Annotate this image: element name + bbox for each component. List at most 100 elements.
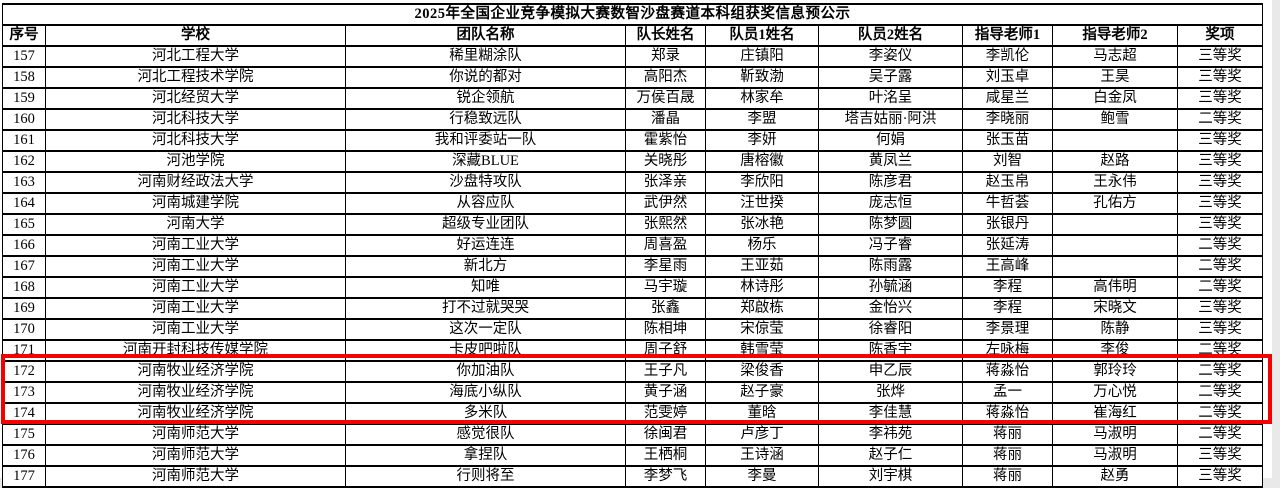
table-cell: 徐睿阳 xyxy=(818,318,963,341)
table-cell: 黄凤兰 xyxy=(818,150,963,173)
table-cell: 刘宇棋 xyxy=(818,465,963,488)
table-cell: 二等奖 xyxy=(1176,234,1264,257)
table-cell: 陈雨露 xyxy=(818,255,963,278)
table-cell: 孟一 xyxy=(962,381,1053,404)
table-cell: 锐企领航 xyxy=(345,87,626,110)
table-cell: 李梦飞 xyxy=(625,465,706,488)
table-cell: 157 xyxy=(2,45,46,68)
table-cell: 王栖桐 xyxy=(625,444,706,467)
table-cell: 塔吉姑丽·阿洪 xyxy=(818,108,963,131)
table-cell: 董晗 xyxy=(705,402,819,425)
title-row: 2025年全国企业竞争模拟大赛数智沙盘赛道本科组获奖信息预公示 xyxy=(1,3,1264,26)
table-cell: 173 xyxy=(2,381,46,404)
table-cell: 白金凤 xyxy=(1052,87,1178,110)
table-cell: 关晓彤 xyxy=(625,150,706,173)
table-cell: 三等奖 xyxy=(1176,444,1264,467)
table-cell: 河南师范大学 xyxy=(45,423,346,446)
table-cell: 河南工业大学 xyxy=(45,255,346,278)
table-cell: 176 xyxy=(2,444,46,467)
table-cell: 李欣阳 xyxy=(705,171,819,194)
table-cell: 河北科技大学 xyxy=(45,108,346,131)
table-cell: 赵勇 xyxy=(1052,465,1178,488)
table-cell: 韩雪莹 xyxy=(705,339,819,362)
table-cell: 河北工程大学 xyxy=(45,45,346,68)
table-cell: 潘晶 xyxy=(625,108,706,131)
table-cell: 张玉苗 xyxy=(962,129,1053,152)
table-cell: 深藏BLUE xyxy=(345,150,626,173)
table-cell: 张泽亲 xyxy=(625,171,706,194)
table-cell: 王高峰 xyxy=(962,255,1053,278)
table-cell: 你说的都对 xyxy=(345,66,626,89)
column-header: 队员2姓名 xyxy=(818,24,963,47)
table-cell: 二等奖 xyxy=(1176,402,1264,425)
table-cell: 河南牧业经济学院 xyxy=(45,381,346,404)
table-cell: 牛哲荟 xyxy=(962,192,1053,215)
table-row: 172 河南牧业经济学院 你加油队 王子凡 梁俊香 申乙辰 蒋淼怡 郭玲玲 二等奖 xyxy=(2,360,1264,383)
table-cell: 海底小纵队 xyxy=(345,381,626,404)
table-cell: 咸星兰 xyxy=(962,87,1053,110)
table-cell: 从容应队 xyxy=(345,192,626,215)
table-cell: 三等奖 xyxy=(1176,318,1264,341)
table-cell: 打不过就哭哭 xyxy=(345,297,626,320)
table-cell: 174 xyxy=(2,402,46,425)
table-cell: 稀里糊涂队 xyxy=(345,45,626,68)
table-cell: 梁俊香 xyxy=(705,360,819,383)
table-cell: 刘玉卓 xyxy=(962,66,1053,89)
table-cell: 张烨 xyxy=(818,381,963,404)
table-row: 171 河南开封科技传媒学院 卡皮吧啦队 周子舒 韩雪莹 陈香宇 左咏梅 李俊 二等奖 xyxy=(2,339,1264,362)
table-row: 176 河南师范大学 拿捏队 王栖桐 王诗涵 赵子仁 蒋丽 马淑明 三等奖 xyxy=(2,444,1264,467)
table-row: 164 河南城建学院 从容应队 武伊然 汪世揆 庞志恒 牛哲荟 孔佑方 三等奖 xyxy=(2,192,1264,215)
table-row: 177 河南师范大学 行则将至 李梦飞 李曼 刘宇棋 蒋丽 赵勇 三等奖 xyxy=(2,465,1264,488)
table-cell: 陈梦圆 xyxy=(818,213,963,236)
table-cell: 孙毓涵 xyxy=(818,276,963,299)
table-cell: 河北工程技术学院 xyxy=(45,66,346,89)
table-cell: 宋倞莹 xyxy=(705,318,819,341)
table-cell: 蒋丽 xyxy=(962,444,1053,467)
table-cell: 河南城建学院 xyxy=(45,192,346,215)
table-cell: 河南工业大学 xyxy=(45,276,346,299)
table-cell: 张延涛 xyxy=(962,234,1053,257)
table-cell: 知唯 xyxy=(345,276,626,299)
column-header: 奖项 xyxy=(1176,24,1264,47)
table-cell: 李盟 xyxy=(705,108,819,131)
table-cell: 162 xyxy=(2,150,46,173)
column-header: 队长姓名 xyxy=(625,24,706,47)
table-cell: 马宇璇 xyxy=(625,276,706,299)
column-header: 团队名称 xyxy=(345,24,626,47)
table-cell: 马淑明 xyxy=(1052,423,1178,446)
table-cell: 崔海红 xyxy=(1052,402,1178,425)
table-cell: 张冰艳 xyxy=(705,213,819,236)
table-cell: 167 xyxy=(2,255,46,278)
table-cell: 王诗涵 xyxy=(705,444,819,467)
table-cell: 宋晓文 xyxy=(1052,297,1178,320)
table-row: 165 河南大学 超级专业团队 张熙然 张冰艳 陈梦圆 张银丹 三等奖 xyxy=(2,213,1264,236)
table-cell: 三等奖 xyxy=(1176,171,1264,194)
table-cell: 沙盘特攻队 xyxy=(345,171,626,194)
table-cell: 李妍 xyxy=(705,129,819,152)
table-row: 159 河北经贸大学 锐企领航 万侯百晟 林家牟 叶洺呈 咸星兰 白金凤 三等奖 xyxy=(2,87,1264,110)
table-cell: 冯子睿 xyxy=(818,234,963,257)
table-cell: 三等奖 xyxy=(1176,45,1264,68)
table-cell: 李姿仪 xyxy=(818,45,963,68)
table-row: 175 河南师范大学 感觉很队 徐闽君 卢彦丁 李祎苑 蒋丽 马淑明 二等奖 xyxy=(2,423,1264,446)
table-cell: 158 xyxy=(2,66,46,89)
table-cell: 李凯伦 xyxy=(962,45,1053,68)
table-cell: 二等奖 xyxy=(1176,276,1264,299)
table-cell: 感觉很队 xyxy=(345,423,626,446)
table-cell: 好运连连 xyxy=(345,234,626,257)
table-cell: 三等奖 xyxy=(1176,192,1264,215)
table-cell: 165 xyxy=(2,213,46,236)
table-cell: 陈香宇 xyxy=(818,339,963,362)
table-cell xyxy=(1052,129,1178,152)
table-cell: 赵子豪 xyxy=(705,381,819,404)
table-cell: 蒋丽 xyxy=(962,423,1053,446)
table-cell: 二等奖 xyxy=(1176,255,1264,278)
table-cell: 蒋丽 xyxy=(962,465,1053,488)
table-cell: 拿捏队 xyxy=(345,444,626,467)
table-cell: 李程 xyxy=(962,297,1053,320)
table-row: 163 河南财经政法大学 沙盘特攻队 张泽亲 李欣阳 陈彦君 赵玉帛 王永伟 三等奖 xyxy=(2,171,1264,194)
table-cell: 二等奖 xyxy=(1176,339,1264,362)
table-cell: 徐闽君 xyxy=(625,423,706,446)
table-cell: 河池学院 xyxy=(45,150,346,173)
